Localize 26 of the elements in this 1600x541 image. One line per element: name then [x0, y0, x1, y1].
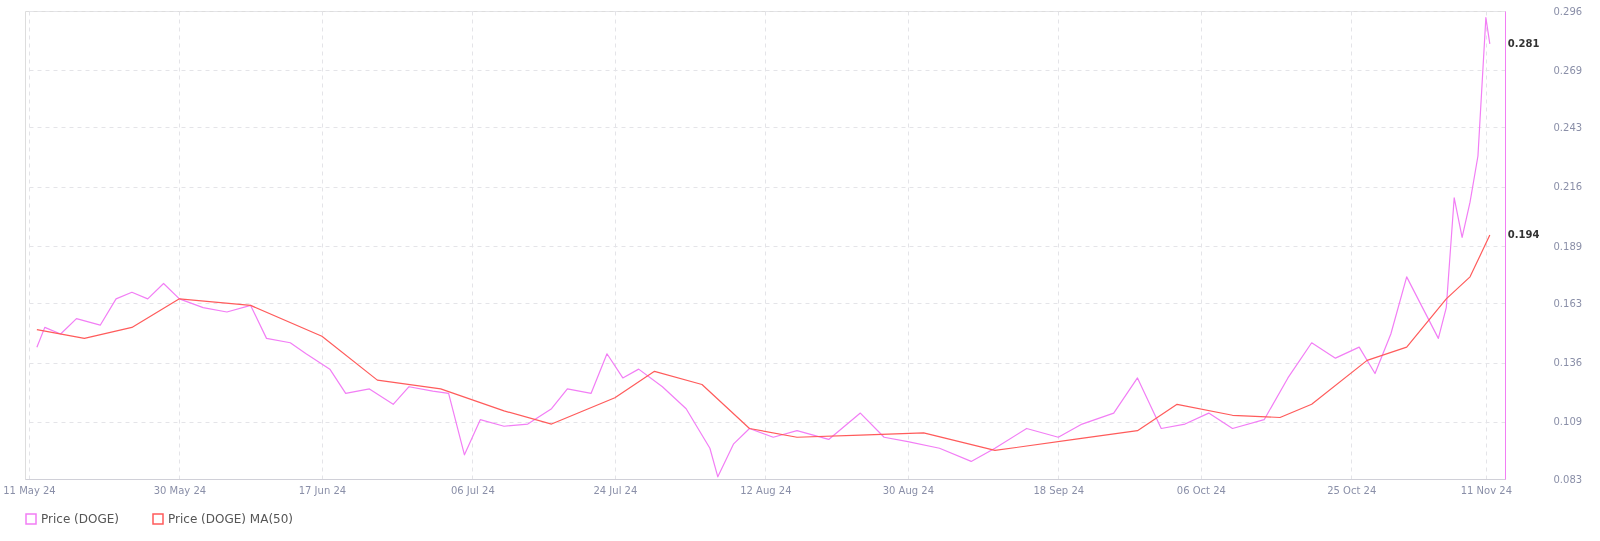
x-tick-label: 17 Jun 24 — [298, 484, 347, 496]
x-tick-label: 12 Aug 24 — [740, 484, 792, 496]
line-series — [36, 16, 1491, 478]
y-tick-label: 0.243 — [1553, 121, 1583, 133]
line-series — [36, 234, 1491, 452]
annotation: 0.194 — [1507, 229, 1540, 241]
y-tick-label: 0.163 — [1553, 297, 1583, 309]
x-tick-label: 11 May 24 — [3, 484, 56, 496]
x-tick-label: 18 Sep 24 — [1033, 484, 1085, 496]
legend-label: Price (DOGE) — [41, 512, 120, 526]
y-tick-label: 0.269 — [1553, 64, 1583, 76]
x-tick-label: 11 Nov 24 — [1460, 484, 1513, 496]
x-tick-label: 25 Oct 24 — [1327, 484, 1377, 496]
x-tick-label: 30 May 24 — [153, 484, 207, 496]
legend-label: Price (DOGE) MA(50) — [168, 512, 294, 526]
x-tick-label: 24 Jul 24 — [593, 484, 638, 496]
x-tick-label: 06 Jul 24 — [450, 484, 495, 496]
y-tick-label: 0.216 — [1553, 181, 1583, 193]
x-tick-label: 30 Aug 24 — [882, 484, 935, 496]
y-tick-label: 0.109 — [1553, 416, 1583, 428]
y-tick-label: 0.136 — [1553, 357, 1583, 369]
y-tick-label: 0.189 — [1553, 240, 1583, 252]
y-tick-label: 0.083 — [1553, 473, 1583, 485]
x-tick-label: 06 Oct 24 — [1176, 484, 1226, 496]
annotation: 0.281 — [1507, 37, 1540, 49]
y-tick-label: 0.296 — [1553, 5, 1583, 17]
